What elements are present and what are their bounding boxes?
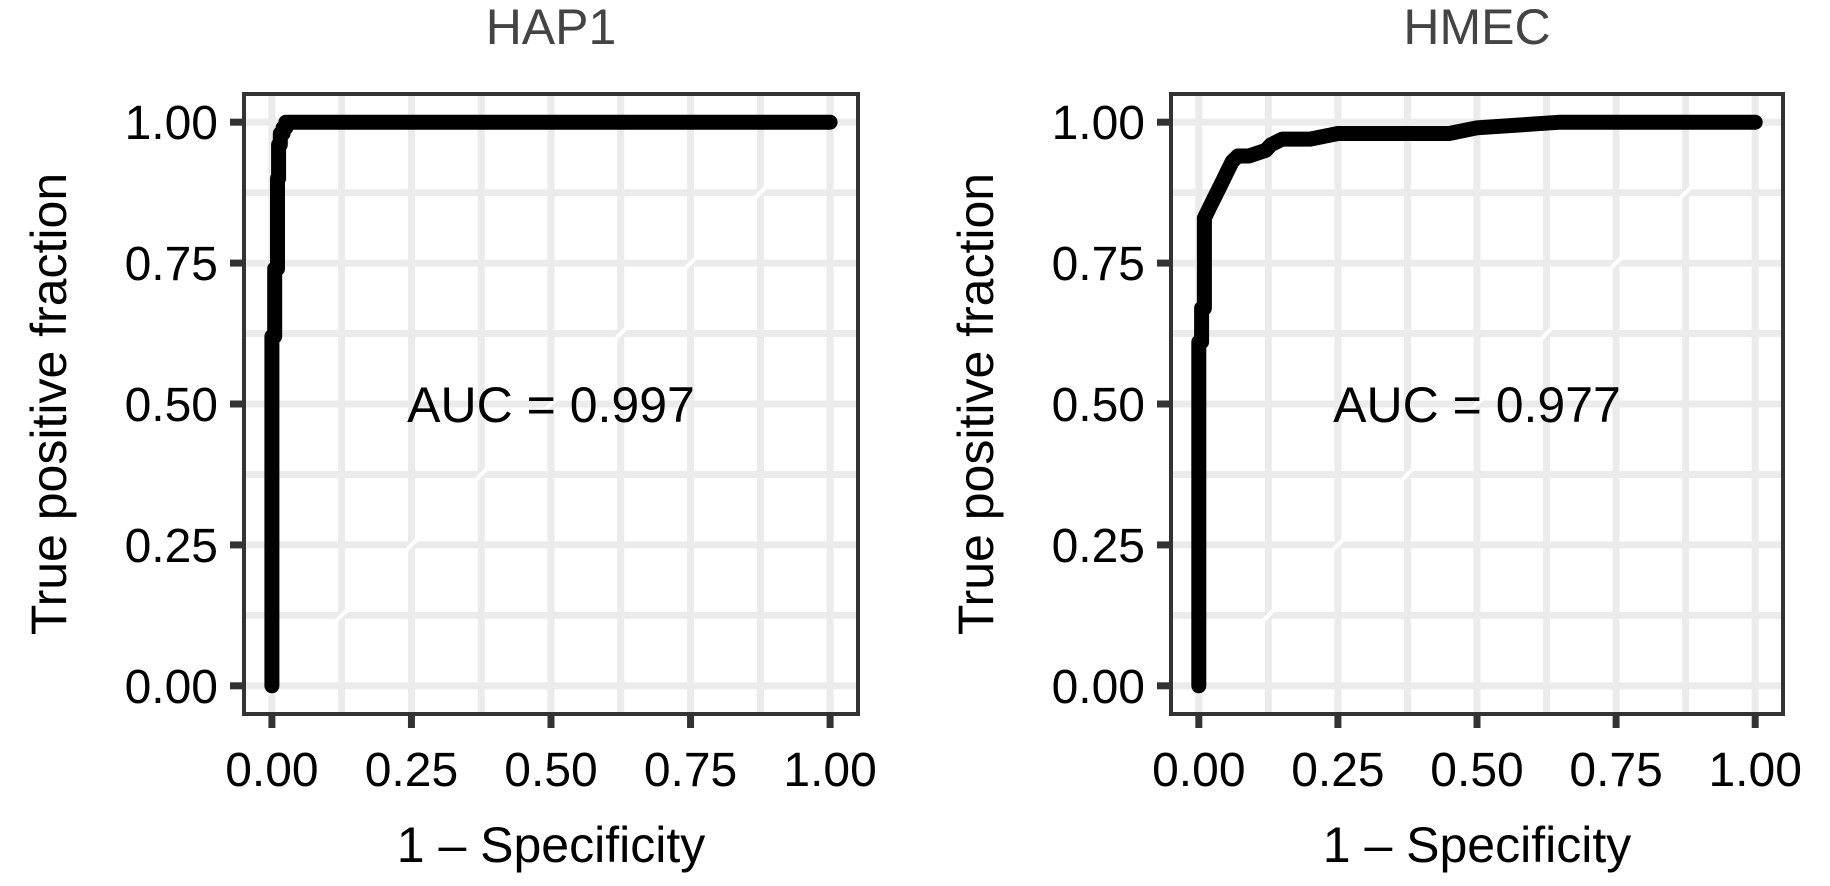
panel-title: HMEC (1403, 0, 1550, 55)
reference-diagonal (1197, 120, 1757, 688)
y-axis-label: True positive fraction (21, 173, 77, 635)
x-axis-label: 1 – Specificity (397, 817, 705, 873)
x-tick-label: 0.75 (1569, 744, 1662, 797)
y-tick-label: 0.50 (1052, 379, 1145, 432)
x-tick-label: 0.50 (504, 744, 597, 797)
roc-panel-hmec: 0.00 0.25 0.50 0.75 1.00 0.00 0.25 0.50 0.75 1.00… (948, 0, 1802, 873)
y-tick-label: 1.00 (125, 97, 218, 150)
roc-curve-line (1191, 114, 1763, 694)
auc-annotation: AUC = 0.977 (1333, 377, 1621, 433)
x-tick-label: 0.50 (1430, 744, 1523, 797)
x-tick-label: 0.25 (1291, 744, 1384, 797)
x-tick-label: 1.00 (1708, 744, 1801, 797)
roc-panel-hap1: 0.00 0.25 0.50 0.75 1.00 0.00 0.25 0.50 0.75 1.00… (21, 0, 877, 873)
x-tick-label: 0.25 (365, 744, 458, 797)
auc-annotation: AUC = 0.997 (407, 377, 695, 433)
y-tick-label: 1.00 (1052, 97, 1145, 150)
roc-curve-line (264, 114, 838, 694)
x-tick-label: 0.75 (644, 744, 737, 797)
x-tick-label: 0.00 (225, 744, 318, 797)
x-axis-label: 1 – Specificity (1323, 817, 1631, 873)
y-tick-label: 0.00 (1052, 661, 1145, 714)
y-tick-label: 0.00 (125, 661, 218, 714)
reference-diagonal (270, 120, 832, 688)
panel-title: HAP1 (486, 0, 617, 55)
y-tick-label: 0.75 (125, 238, 218, 291)
y-tick-label: 0.25 (125, 520, 218, 573)
x-tick-label: 1.00 (783, 744, 876, 797)
y-tick-label: 0.50 (125, 379, 218, 432)
y-tick-label: 0.75 (1052, 238, 1145, 291)
x-tick-label: 0.00 (1152, 744, 1245, 797)
y-tick-label: 0.25 (1052, 520, 1145, 573)
y-axis-label: True positive fraction (948, 173, 1004, 635)
